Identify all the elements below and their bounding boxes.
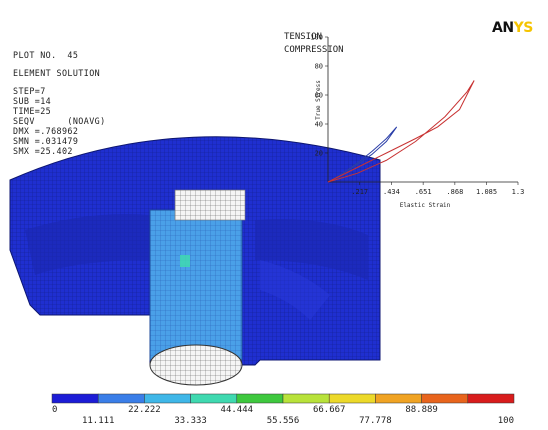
solution-info-panel: PLOT NO. 45 ELEMENT SOLUTION STEP=7 SUB … — [13, 50, 106, 156]
x-tick-label: .217 — [351, 188, 368, 196]
dmx-value: DMX =.768962 — [13, 126, 79, 136]
series-name-tension: TENSION — [284, 32, 322, 42]
legend-swatch — [328, 393, 376, 404]
legend-labels: 0 22.222 44.444 66.667 88.889 11.111 33.333 55.… — [52, 405, 514, 426]
y-axis-label: True Stress — [315, 80, 322, 120]
solution-title: ELEMENT SOLUTION — [13, 68, 101, 78]
sub-value: SUB =14 — [13, 96, 52, 106]
time-value: TIME=25 — [13, 106, 52, 116]
legend-value: 88.889 — [405, 405, 438, 415]
x-tick-label: .651 — [415, 188, 432, 196]
legend-swatch — [190, 393, 238, 404]
legend-swatch — [282, 393, 330, 404]
x-tick-label: 1.085 — [476, 188, 497, 196]
x-tick-label: .868 — [446, 188, 463, 196]
smx-value: SMX =25.402 — [13, 146, 73, 156]
smn-value: SMN =.031479 — [13, 136, 79, 146]
legend-swatch — [236, 393, 284, 404]
stress-strain-chart: TENSION COMPRESSION .217 .434 .651 .868 1.08… — [284, 32, 524, 209]
y-tick-label: 20 — [315, 150, 323, 158]
legend-value: 55.556 — [267, 416, 300, 426]
chart-series — [327, 80, 475, 183]
hub-cylinder — [149, 189, 246, 386]
legend-swatch — [97, 393, 145, 404]
seqv-label: SEQV (NOAVG) — [13, 116, 106, 126]
y-tick-label: 100 — [310, 34, 323, 42]
legend-value: 11.111 — [82, 416, 115, 426]
legend-swatch — [51, 393, 99, 404]
legend-swatch — [467, 393, 515, 404]
legend-value: 22.222 — [128, 405, 161, 415]
y-tick-label: 80 — [315, 63, 323, 71]
step-value: STEP=7 — [13, 86, 46, 96]
x-axis-label: Elastic Strain — [400, 202, 451, 209]
legend-value: 33.333 — [174, 416, 207, 426]
series-line-compression — [327, 80, 475, 183]
legend-value: 100 — [498, 416, 514, 426]
y-tick-label: 60 — [315, 92, 323, 100]
legend-series-names: TENSION COMPRESSION — [284, 32, 344, 55]
legend-value: 77.778 — [359, 416, 392, 426]
ansys-logo: ANYS — [492, 20, 533, 36]
legend-value: 44.444 — [221, 405, 254, 415]
legend-swatch — [375, 393, 422, 404]
color-legend: 0 22.222 44.444 66.667 88.889 11.111 33.333 55.… — [51, 393, 515, 426]
legend-swatch — [421, 393, 469, 404]
legend-value: 0 — [52, 405, 57, 415]
chart-axes: .217 .434 .651 .868 1.085 1.3 20 40 60 80 100 — [310, 34, 524, 197]
y-tick-label: 40 — [315, 121, 323, 129]
series-line-tension — [327, 126, 398, 183]
x-tick-label: 1.3 — [512, 188, 525, 196]
series-name-compression: COMPRESSION — [284, 45, 344, 55]
fe-model-view[interactable] — [0, 120, 400, 390]
legend-bar — [51, 393, 515, 404]
plot-number: PLOT NO. 45 — [13, 50, 79, 60]
legend-value: 66.667 — [313, 405, 346, 415]
x-tick-label: .434 — [383, 188, 400, 196]
legend-swatch — [144, 393, 191, 404]
